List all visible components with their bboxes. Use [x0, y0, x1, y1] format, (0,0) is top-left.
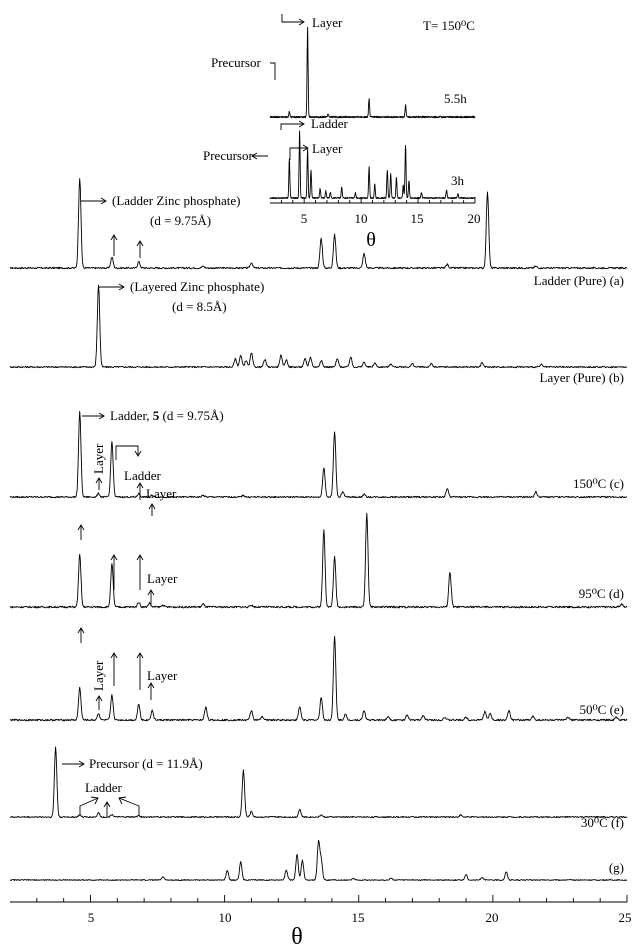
inset-ladder-low: Ladder [311, 116, 348, 131]
annotation-b: (Layered Zinc phosphate) (d = 8.5Å) [99, 279, 264, 314]
callout-a-arrow [81, 197, 107, 205]
arrow-e-4p6 [77, 627, 85, 643]
inset-xtick-15: 15 [411, 211, 424, 226]
trace-ladder-pure [9, 178, 628, 270]
inset-precursor-top-arrow [270, 62, 276, 80]
inset-xtick-10: 10 [355, 211, 368, 226]
trace-50c [9, 635, 628, 722]
bracket-c-ladder [115, 445, 142, 460]
main-xtick-20: 20 [486, 910, 499, 925]
label-d-layer: Layer [147, 571, 178, 586]
series-label-g: (g) [609, 860, 624, 875]
inset-layer-low: Layer [312, 141, 343, 156]
inset-trace-5p5h [269, 26, 476, 119]
series-label-a: Ladder (Pure) (a) [534, 273, 624, 288]
label-c-layer1: Layer [91, 443, 106, 474]
series-label-e: 50⁰C (e) [579, 702, 624, 717]
inset-series-label-5p5h: 5.5h [444, 91, 467, 106]
inset-xtick-5: 5 [301, 211, 308, 226]
callout-b-d: (d = 8.5Å) [172, 299, 227, 314]
label-c-layer2: Layer [146, 486, 177, 501]
callout-a-text: (Ladder Zinc phosphate) [112, 193, 241, 208]
trace-30c [9, 746, 628, 819]
inset-trace-3h [269, 130, 476, 200]
main-x-ticks [36, 895, 628, 902]
annotation-d: Layer [77, 524, 178, 605]
main-x-axis-label: θ [291, 924, 303, 944]
arrow-c-5p3 [95, 477, 103, 490]
main-xtick-5: 5 [88, 910, 95, 925]
series-label-d: 95⁰C (d) [579, 586, 624, 601]
callout-f-arrow [62, 760, 85, 768]
arrow-d-4p6 [77, 524, 85, 540]
arrow-d-5p8 [110, 554, 118, 590]
label-f-ladder: Ladder [85, 780, 122, 795]
arrow-c-7p3 [148, 503, 156, 516]
main-xtick-10: 10 [219, 910, 232, 925]
callout-a-d: (d = 9.75Å) [150, 213, 211, 228]
arrow-f-center [103, 801, 111, 816]
label-e-layer2: Layer [147, 668, 178, 683]
callout-c-arrow [82, 412, 105, 420]
series-label-f: 30⁰C (f) [581, 815, 624, 830]
callout-c-text-b: 5 [153, 408, 160, 423]
series-label-c: 150⁰C (c) [573, 476, 624, 491]
callout-b-text: (Layered Zinc phosphate) [130, 279, 264, 294]
label-e-layer1: Layer [91, 660, 106, 691]
annotation-a: (Ladder Zinc phosphate) (d = 9.75Å) [81, 193, 241, 258]
arrow-e-7p2 [147, 682, 155, 700]
series-label-b: Layer (Pure) (b) [540, 370, 624, 385]
label-c-ladder2: Ladder [124, 468, 161, 483]
bracket-f-left [79, 796, 99, 815]
inset-precursor-top: Precursor [211, 55, 261, 70]
bracket-f-right [118, 796, 140, 815]
inset-xtick-20: 20 [468, 211, 481, 226]
annotation-f: Precursor (d = 11.9Å) Ladder [62, 756, 203, 816]
arrow-e-6p8 [136, 652, 144, 690]
main-xtick-25: 25 [619, 910, 632, 925]
callout-f-text: Precursor (d = 11.9Å) [89, 756, 203, 771]
trace-g [9, 839, 628, 881]
inset-layer-low-arrow [289, 144, 309, 160]
inset-x-axis-label: θ [366, 229, 376, 251]
inset-ladder-low-arrow [280, 120, 305, 130]
inset-layer-top: Layer [312, 15, 343, 30]
callout-c-text: Ladder, 5 (d = 9.75Å) [110, 408, 224, 423]
arrow-c-6p8 [136, 482, 144, 500]
main-x-axis: 5 10 15 20 25 θ [10, 895, 632, 944]
inset-layer-top-arrow [281, 14, 305, 26]
inset: 5 10 15 20 θ T= 150⁰C 5.5h 3h Layer Prec… [203, 14, 481, 251]
arrow-a-6p8 [136, 240, 144, 258]
arrow-d-6p8 [136, 554, 144, 590]
annotation-c: Ladder, 5 (d = 9.75Å) Layer Ladder Layer [82, 408, 224, 516]
trace-95c [9, 512, 628, 609]
annotation-e: Layer Layer [77, 627, 178, 710]
arrow-d-7p2 [147, 589, 155, 605]
callout-b-arrow [99, 283, 125, 291]
trace-150c [9, 410, 628, 499]
inset-precursor-low: Precursor [203, 148, 253, 163]
main-xtick-15: 15 [352, 910, 365, 925]
callout-c-text-a: Ladder, [110, 408, 153, 423]
inset-temperature: T= 150⁰C [423, 18, 475, 33]
arrow-e-5p8 [110, 652, 118, 686]
callout-c-text-c: (d = 9.75Å) [159, 408, 223, 423]
inset-precursor-low-arrow [251, 152, 268, 160]
inset-series-label-3h: 3h [451, 173, 465, 188]
arrow-e-5p3 [95, 695, 103, 710]
arrow-a-5p8 [110, 234, 118, 256]
trace-layer-pure [9, 284, 628, 369]
